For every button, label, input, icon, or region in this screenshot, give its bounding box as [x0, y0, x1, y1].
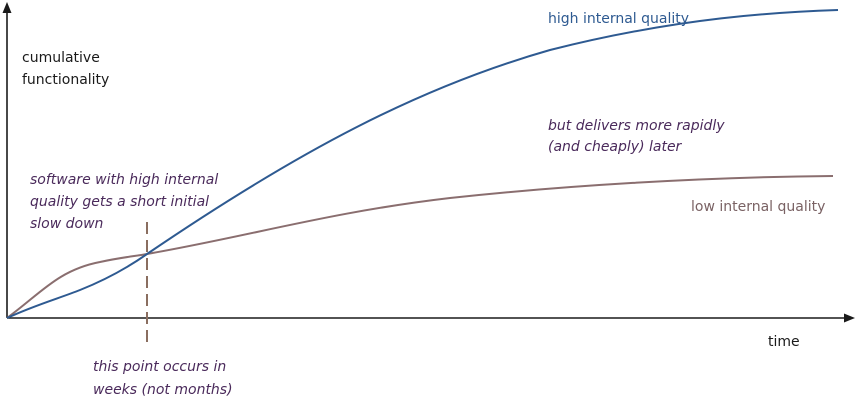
slow-down-line-2: quality gets a short initial	[30, 194, 209, 210]
crossover-line-1: this point occurs in	[93, 359, 226, 375]
y-axis-arrowhead	[2, 2, 12, 13]
delivers-line-1: but delivers more rapidly	[548, 118, 725, 134]
slow-down-annotation: software with high internal quality gets…	[30, 172, 223, 232]
low-quality-label: low internal quality	[691, 199, 825, 215]
y-axis-label-line-1: cumulative	[22, 50, 100, 66]
crossover-line-2: weeks (not months)	[93, 382, 233, 398]
x-axis-label: time	[768, 334, 800, 350]
slow-down-line-3: slow down	[30, 216, 103, 232]
crossover-annotation: this point occurs in weeks (not months)	[93, 359, 233, 398]
axes	[2, 2, 855, 323]
high-quality-curve	[6, 9, 839, 319]
y-axis-label-line-2: functionality	[22, 72, 109, 88]
y-axis-label: cumulative functionality	[22, 50, 109, 88]
low-quality-curve	[6, 175, 834, 319]
delivers-line-2: (and cheaply) later	[548, 139, 683, 155]
delivers-annotation: but delivers more rapidly (and cheaply) …	[548, 118, 729, 155]
slow-down-line-1: software with high internal	[30, 172, 218, 188]
x-axis-arrowhead	[844, 313, 855, 323]
high-quality-label: high internal quality	[548, 11, 689, 27]
